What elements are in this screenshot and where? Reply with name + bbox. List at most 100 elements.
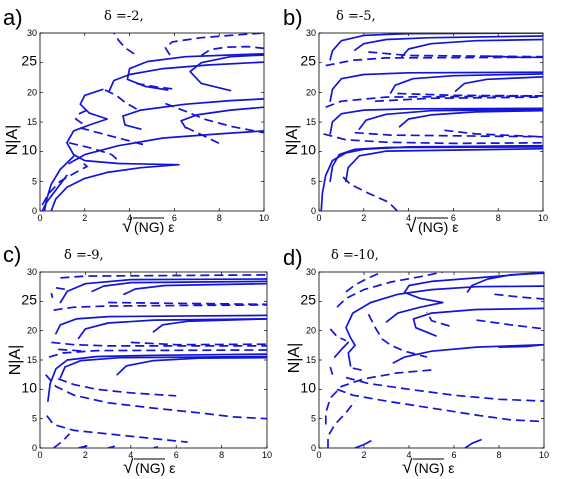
plot-frame-b	[318, 32, 544, 212]
series-d-9-dash	[327, 400, 356, 448]
series-b-2-solid	[345, 147, 543, 183]
series-d-13-dash	[329, 366, 334, 375]
series-c-17-dash	[58, 348, 86, 353]
y-tick-label-c-0: 0	[32, 443, 37, 453]
y-tick-label-b-3: 15	[306, 117, 316, 127]
y-tick-label-b-0: 0	[311, 206, 316, 216]
y-tick-label-d-1: 5	[311, 414, 316, 424]
series-d-7-solid	[354, 440, 372, 448]
series-a-2-solid	[43, 155, 75, 211]
panel-b: b) δ =-5, N|A| √ (NG) ε 0 2 4 6 8 10 0 5 10 15 20 2…	[283, 5, 548, 237]
series-c-14-dash	[107, 445, 116, 448]
series-b-10-solid	[353, 35, 543, 52]
series-d-6-solid	[498, 343, 544, 348]
x-tick-label-a-3: 6	[172, 213, 177, 223]
y-tick-label-d-0: 0	[311, 443, 316, 453]
series-c-24-dash	[50, 292, 54, 298]
series-d-5-solid	[466, 272, 544, 293]
series-c-9-dash	[46, 415, 188, 443]
y-tick-label-c-5: 25	[21, 291, 37, 307]
x-tick-label-b-5: 10	[538, 213, 548, 223]
series-d-3-solid	[412, 307, 544, 337]
x-tick-label-c-5: 10	[262, 450, 272, 460]
series-b-5-solid	[398, 109, 543, 128]
series-d-10-dash	[324, 369, 432, 425]
x-tick-label-a-0: 0	[37, 213, 42, 223]
y-tick-label-a-2: 10	[21, 142, 37, 158]
series-c-1-solid	[59, 355, 267, 379]
series-c-19-dash	[130, 341, 267, 346]
x-tick-label-a-5: 10	[259, 213, 269, 223]
series-c-15-dash	[153, 445, 159, 448]
x-tick-label-d-0: 0	[316, 450, 321, 460]
series-b-13-dash	[323, 133, 543, 145]
series-d-8-solid	[464, 438, 482, 448]
series-b-14-dash	[354, 131, 543, 138]
series-group-c	[45, 274, 267, 448]
series-b-3-solid	[329, 107, 543, 135]
series-b-15-dash	[444, 129, 543, 138]
series-a-3-solid	[68, 130, 264, 165]
series-c-7-solid	[91, 280, 267, 293]
y-tick-label-a-4: 20	[27, 87, 37, 97]
x-tick-label-a-1: 2	[82, 213, 87, 223]
panel-label-d: d)	[283, 245, 303, 270]
panel-c: c) δ =-9, N|A| √ (NG) ε 0 2 4 6 8 10 0 5 10 15 20 2…	[3, 242, 272, 478]
series-b-8-solid	[454, 76, 543, 92]
series-c-8-solid	[123, 282, 267, 296]
x-tick-label-a-2: 4	[127, 213, 132, 223]
series-a-12-dash	[74, 109, 88, 125]
series-d-18-dash	[345, 272, 383, 293]
x-tick-label-b-4: 8	[496, 213, 501, 223]
x-axis-label-text-b: (NG) ε	[418, 219, 458, 235]
y-tick-label-c-1: 5	[32, 414, 37, 424]
series-c-22-dash	[60, 274, 267, 279]
series-a-14-dash	[136, 82, 173, 90]
y-tick-label-d-6: 30	[306, 267, 316, 277]
y-axis-label-a: N|A|	[4, 125, 21, 156]
x-tick-label-b-0: 0	[316, 213, 321, 223]
series-b-4-solid	[358, 108, 543, 130]
panel-d: d) δ =-10, N|A| √ (NG) ε 0 2 4 6 8 10 0 5 10 15 20…	[283, 245, 549, 478]
y-tick-label-d-3: 15	[306, 355, 316, 365]
series-c-16-dash	[48, 349, 267, 358]
series-c-23-dash	[55, 286, 68, 291]
series-b-11-solid	[401, 38, 543, 58]
series-b-16-dash	[325, 95, 543, 108]
series-d-15-dash	[367, 313, 428, 358]
series-a-10-dash	[68, 141, 119, 162]
series-a-13-dash	[104, 89, 140, 111]
series-a-17-dash	[113, 33, 135, 55]
series-c-3-solid	[55, 314, 267, 335]
series-c-4-solid	[77, 318, 267, 340]
x-axis-label-c: √ (NG) ε	[123, 457, 175, 478]
panel-a: a) δ =-2, N|A| √ (NG) ε 0 2 4 6 8 10 0 5 10 15 20 2…	[3, 5, 269, 237]
series-c-21-dash	[108, 301, 267, 306]
x-tick-label-d-1: 2	[361, 450, 366, 460]
series-d-1-solid	[333, 341, 350, 358]
y-tick-label-b-2: 10	[300, 142, 316, 158]
y-tick-label-b-6: 30	[306, 28, 316, 38]
series-b-17-dash	[374, 96, 543, 103]
y-axis-label-d: N|A|	[286, 343, 303, 374]
series-a-16-dash	[165, 102, 264, 134]
x-tick-label-b-2: 4	[406, 213, 411, 223]
series-c-6-solid	[59, 278, 267, 304]
series-b-6-solid	[329, 71, 543, 103]
y-tick-label-b-5: 25	[300, 53, 316, 69]
series-group-a	[41, 33, 264, 211]
y-tick-label-a-5: 25	[21, 53, 37, 69]
panel-title-c: δ =-9,	[64, 248, 104, 263]
plot-area-b: 0 2 4 6 8 10 0 5 10 15 20 25 30	[300, 28, 548, 223]
series-d-16-dash	[329, 328, 347, 342]
y-tick-label-a-6: 30	[27, 28, 37, 38]
x-tick-label-b-3: 6	[451, 213, 456, 223]
series-a-19-dash	[200, 45, 264, 57]
series-d-12-dash	[345, 376, 544, 402]
series-d-14-dash	[352, 367, 365, 372]
y-tick-label-d-5: 25	[300, 291, 316, 307]
series-a-0-solid	[41, 174, 68, 211]
series-b-19-dash	[325, 56, 543, 67]
series-c-12-dash	[53, 433, 71, 448]
